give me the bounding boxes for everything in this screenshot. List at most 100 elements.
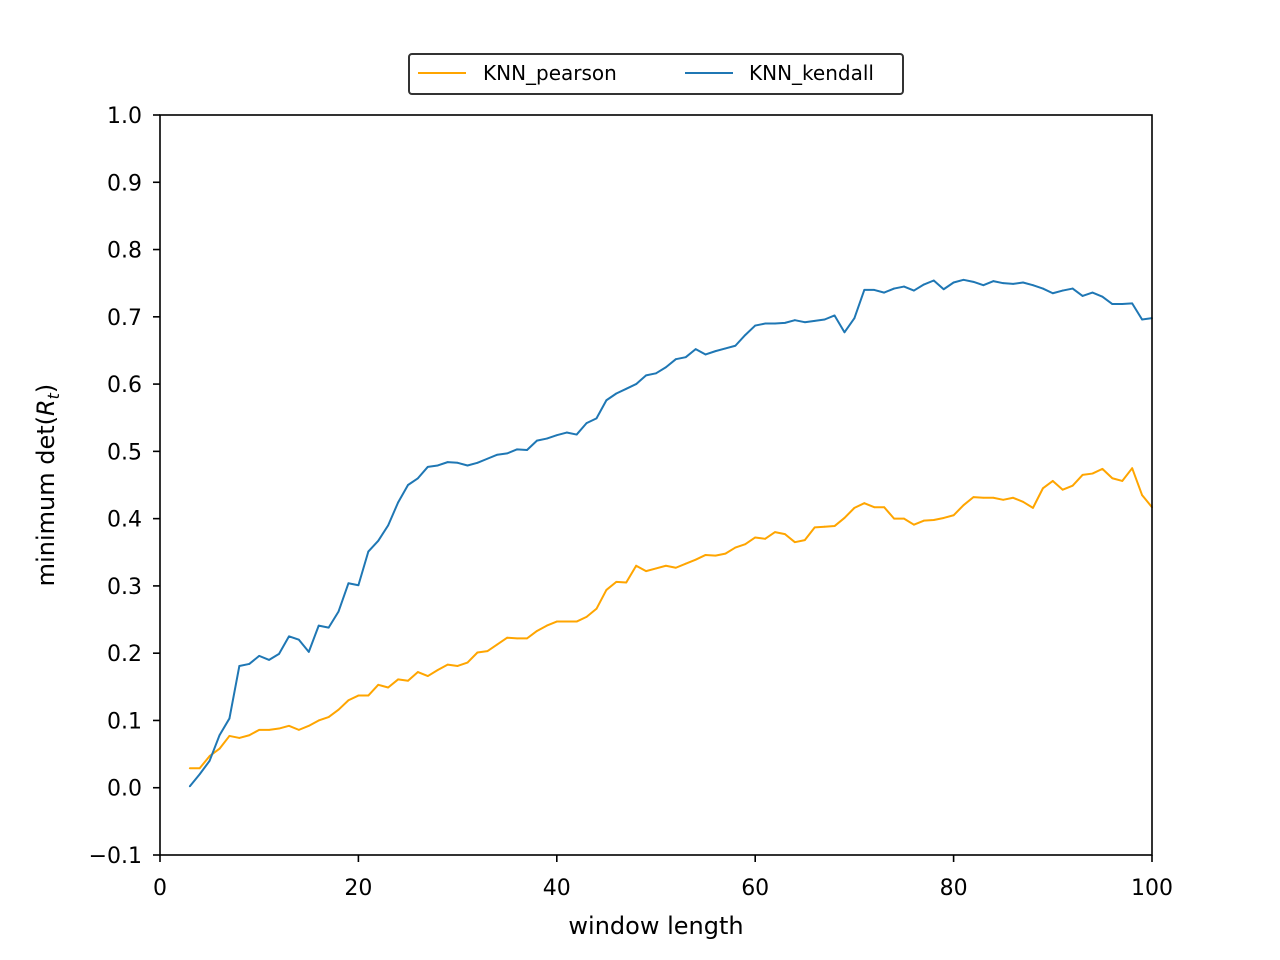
y-tick-label: −0.1 <box>89 844 142 869</box>
data-point <box>922 283 925 286</box>
data-point <box>774 531 776 533</box>
data-point <box>764 322 767 325</box>
data-point <box>595 417 598 420</box>
data-point <box>496 643 499 646</box>
data-point <box>565 620 568 623</box>
data-point <box>823 525 826 528</box>
series-line-knn-pearson <box>189 467 1153 770</box>
data-point <box>347 699 350 702</box>
data-point <box>1002 498 1005 501</box>
data-point <box>208 755 211 758</box>
x-tick-label: 0 <box>153 876 167 901</box>
data-point <box>893 517 895 520</box>
data-point <box>278 727 280 730</box>
data-point <box>972 496 975 499</box>
data-point <box>268 659 271 661</box>
data-point <box>436 464 439 467</box>
data-point <box>843 331 846 334</box>
data-point <box>288 724 290 727</box>
data-point <box>932 279 935 282</box>
y-tick-label: 0.7 <box>107 306 142 331</box>
data-point <box>1141 318 1143 321</box>
data-point <box>754 324 757 327</box>
data-point <box>1012 282 1015 285</box>
data-point <box>208 759 211 762</box>
data-point <box>188 767 191 770</box>
x-tick-label: 60 <box>741 876 769 901</box>
data-point <box>476 461 479 464</box>
data-point <box>545 437 548 440</box>
data-point <box>1111 303 1114 305</box>
data-point <box>615 580 618 583</box>
data-point <box>942 517 945 519</box>
data-point <box>605 589 608 591</box>
data-point <box>545 624 548 627</box>
y-tick-label: 1.0 <box>107 104 142 129</box>
data-point <box>684 356 687 359</box>
data-point <box>248 663 251 665</box>
x-tick-label: 80 <box>940 876 968 901</box>
data-point <box>883 291 886 294</box>
data-point <box>337 708 340 711</box>
data-point <box>1051 480 1054 482</box>
data-point <box>813 319 816 322</box>
data-point <box>218 734 221 737</box>
data-point <box>377 683 380 686</box>
data-point <box>1121 480 1124 482</box>
data-point <box>327 716 330 718</box>
data-point <box>674 566 677 569</box>
data-point <box>1051 292 1054 295</box>
data-point <box>803 539 806 542</box>
data-point <box>922 519 925 522</box>
data-point <box>744 334 747 336</box>
data-point <box>625 581 628 584</box>
data-point <box>1032 506 1034 509</box>
data-point <box>684 562 687 565</box>
data-point <box>793 319 796 322</box>
data-point <box>774 322 776 325</box>
data-point <box>407 679 409 682</box>
data-point <box>903 517 905 520</box>
data-point <box>893 287 895 290</box>
data-point <box>397 501 399 504</box>
data-point <box>1131 467 1134 470</box>
data-point <box>218 747 221 750</box>
data-point <box>714 554 717 557</box>
data-point <box>595 607 598 610</box>
data-point <box>506 452 509 455</box>
data-point <box>516 637 519 640</box>
y-tick-label: 0.5 <box>107 440 142 465</box>
data-point <box>466 661 469 664</box>
data-point <box>1022 500 1024 503</box>
data-point <box>982 496 985 499</box>
data-point <box>1091 472 1094 475</box>
data-point <box>694 348 697 351</box>
legend-box <box>408 53 904 95</box>
data-point <box>645 374 647 377</box>
data-point <box>674 358 677 361</box>
data-point <box>1041 487 1044 490</box>
data-point <box>387 686 390 689</box>
data-point <box>367 694 370 697</box>
data-point <box>793 541 796 544</box>
y-axis-label-suffix: ) <box>32 384 60 393</box>
data-point <box>446 461 449 464</box>
series-layer <box>188 278 1153 788</box>
data-point <box>417 671 419 673</box>
data-point <box>268 728 271 731</box>
data-point <box>288 635 290 638</box>
data-point <box>913 523 915 526</box>
data-point <box>526 449 528 451</box>
data-point <box>486 650 489 653</box>
data-point <box>1071 287 1074 290</box>
series-line-knn-kendall <box>188 278 1153 788</box>
data-point <box>853 506 856 509</box>
data-point <box>1131 302 1134 305</box>
data-point <box>397 678 399 681</box>
data-point <box>873 289 876 291</box>
data-point <box>307 650 310 653</box>
data-point <box>436 669 439 671</box>
data-point <box>536 630 538 632</box>
data-point <box>426 675 429 677</box>
